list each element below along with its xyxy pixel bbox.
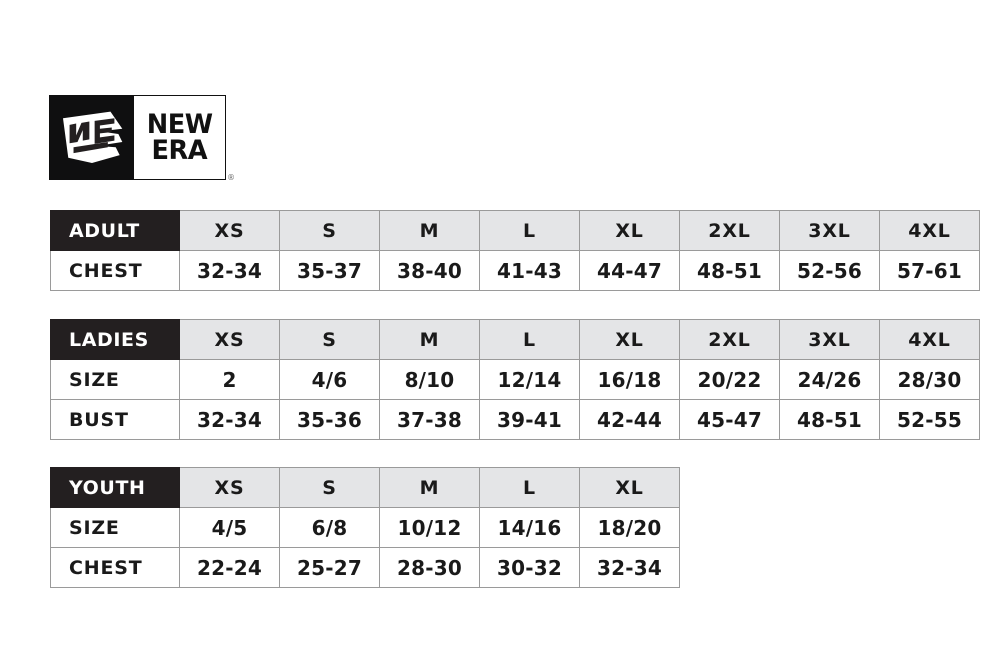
measurement-cell: 32-34 <box>579 547 680 588</box>
row-label: SIZE <box>50 507 180 548</box>
size-header-cell: 4XL <box>879 210 980 251</box>
size-header-cell: L <box>479 210 580 251</box>
size-header-cell: S <box>279 210 380 251</box>
size-header-cell: 3XL <box>779 319 880 360</box>
measurement-cell: 25-27 <box>279 547 380 588</box>
size-table-ladies-body: LADIES XS S M L XL 2XL 3XL 4XL SIZE 2 4/6 8/10 12/14 1… <box>50 319 980 440</box>
table-row: SIZE 4/5 6/8 10/12 14/16 18/20 <box>50 507 680 548</box>
wordmark-line-era: ERA <box>151 134 208 166</box>
measurement-cell: 8/10 <box>379 359 480 400</box>
measurement-cell: 18/20 <box>579 507 680 548</box>
size-table-youth: YOUTH XS S M L XL SIZE 4/5 6/8 10/12 14/16 18/20 CHE… <box>50 467 680 588</box>
measurement-cell: 22-24 <box>179 547 280 588</box>
size-header-cell: XL <box>579 319 680 360</box>
measurement-cell: 32-34 <box>179 399 280 440</box>
size-header-cell: 4XL <box>879 319 980 360</box>
size-header-cell: M <box>379 319 480 360</box>
size-header-cell: M <box>379 467 480 508</box>
measurement-cell: 10/12 <box>379 507 480 548</box>
new-era-wordmark: NEW ERA ® <box>134 95 235 182</box>
measurement-cell: 45-47 <box>679 399 780 440</box>
registered-trademark-icon: ® <box>227 173 235 182</box>
size-header-cell: 2XL <box>679 319 780 360</box>
row-label: SIZE <box>50 359 180 400</box>
new-era-flag-icon <box>49 95 134 180</box>
measurement-cell: 48-51 <box>679 250 780 291</box>
row-label: CHEST <box>50 547 180 588</box>
category-label-youth: YOUTH <box>50 467 180 508</box>
size-header-cell: XS <box>179 319 280 360</box>
row-label: CHEST <box>50 250 180 291</box>
measurement-cell: 52-56 <box>779 250 880 291</box>
size-header-cell: L <box>479 319 580 360</box>
measurement-cell: 20/22 <box>679 359 780 400</box>
category-label-ladies: LADIES <box>50 319 180 360</box>
measurement-cell: 32-34 <box>179 250 280 291</box>
size-header-cell: 2XL <box>679 210 780 251</box>
size-header-cell: XL <box>579 467 680 508</box>
table-row: CHEST 32-34 35-37 38-40 41-43 44-47 48-51 52-56… <box>50 250 980 291</box>
measurement-cell: 42-44 <box>579 399 680 440</box>
size-header-cell: XL <box>579 210 680 251</box>
measurement-cell: 35-36 <box>279 399 380 440</box>
measurement-cell: 52-55 <box>879 399 980 440</box>
size-header-cell: S <box>279 467 380 508</box>
size-header-cell: XS <box>179 467 280 508</box>
size-header-cell: M <box>379 210 480 251</box>
measurement-cell: 4/6 <box>279 359 380 400</box>
new-era-logo: NEW ERA ® <box>49 95 235 182</box>
size-header-cell: 3XL <box>779 210 880 251</box>
measurement-cell: 4/5 <box>179 507 280 548</box>
measurement-cell: 2 <box>179 359 280 400</box>
measurement-cell: 35-37 <box>279 250 380 291</box>
size-table-adult-body: ADULT XS S M L XL 2XL 3XL 4XL CHEST 32-34 35-37 38-4… <box>50 210 980 291</box>
measurement-cell: 37-38 <box>379 399 480 440</box>
measurement-cell: 24/26 <box>779 359 880 400</box>
measurement-cell: 12/14 <box>479 359 580 400</box>
measurement-cell: 16/18 <box>579 359 680 400</box>
table-header-row: YOUTH XS S M L XL <box>50 467 680 508</box>
size-table-ladies: LADIES XS S M L XL 2XL 3XL 4XL SIZE 2 4/6 8/10 12/14 1… <box>50 319 980 440</box>
measurement-cell: 30-32 <box>479 547 580 588</box>
size-header-cell: XS <box>179 210 280 251</box>
measurement-cell: 6/8 <box>279 507 380 548</box>
category-label-adult: ADULT <box>50 210 180 251</box>
measurement-cell: 44-47 <box>579 250 680 291</box>
measurement-cell: 57-61 <box>879 250 980 291</box>
measurement-cell: 38-40 <box>379 250 480 291</box>
measurement-cell: 14/16 <box>479 507 580 548</box>
measurement-cell: 28/30 <box>879 359 980 400</box>
table-header-row: LADIES XS S M L XL 2XL 3XL 4XL <box>50 319 980 360</box>
size-header-cell: S <box>279 319 380 360</box>
measurement-cell: 48-51 <box>779 399 880 440</box>
measurement-cell: 39-41 <box>479 399 580 440</box>
table-row: SIZE 2 4/6 8/10 12/14 16/18 20/22 24/26 28/30 <box>50 359 980 400</box>
size-table-adult: ADULT XS S M L XL 2XL 3XL 4XL CHEST 32-34 35-37 38-4… <box>50 210 980 291</box>
measurement-cell: 41-43 <box>479 250 580 291</box>
table-header-row: ADULT XS S M L XL 2XL 3XL 4XL <box>50 210 980 251</box>
table-row: CHEST 22-24 25-27 28-30 30-32 32-34 <box>50 547 680 588</box>
measurement-cell: 28-30 <box>379 547 480 588</box>
table-row: BUST 32-34 35-36 37-38 39-41 42-44 45-47 48-51 5… <box>50 399 980 440</box>
size-table-youth-body: YOUTH XS S M L XL SIZE 4/5 6/8 10/12 14/16 18/20 CHE… <box>50 467 680 588</box>
wordmark-line-new: NEW <box>146 108 213 140</box>
size-header-cell: L <box>479 467 580 508</box>
row-label: BUST <box>50 399 180 440</box>
